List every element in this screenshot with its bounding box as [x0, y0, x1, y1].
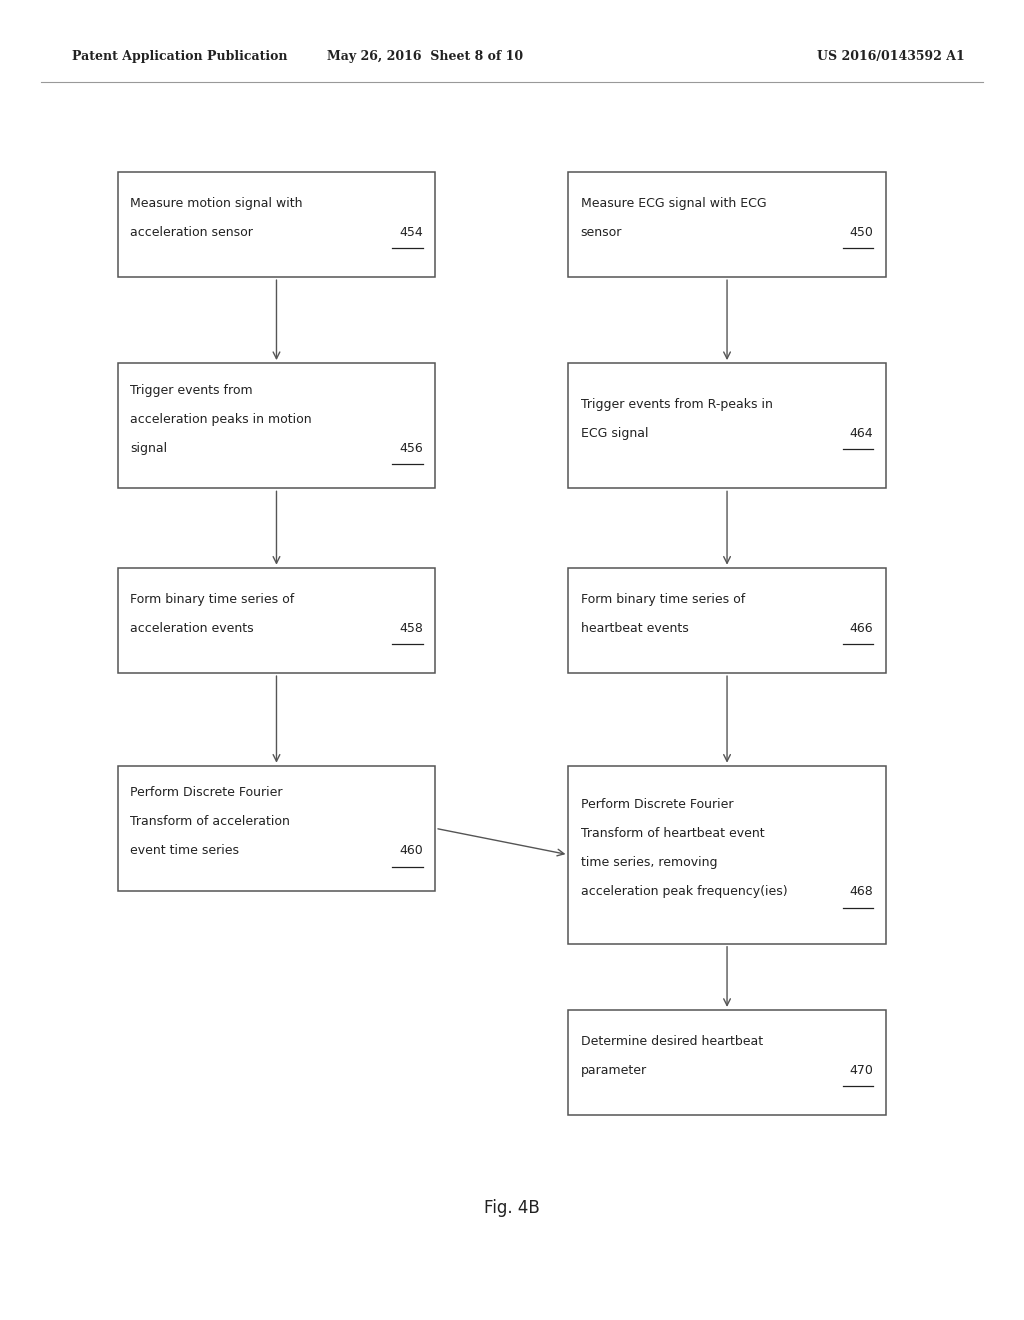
Bar — [118, 766, 435, 891]
Text: US 2016/0143592 A1: US 2016/0143592 A1 — [817, 50, 965, 63]
Text: 458: 458 — [399, 622, 423, 635]
Text: sensor: sensor — [581, 226, 622, 239]
Text: Perform Discrete Fourier: Perform Discrete Fourier — [581, 799, 733, 810]
Text: Measure ECG signal with ECG: Measure ECG signal with ECG — [581, 197, 766, 210]
Text: signal: signal — [130, 442, 167, 454]
Text: 464: 464 — [850, 428, 873, 440]
Bar — [568, 1010, 886, 1115]
Text: 460: 460 — [399, 845, 423, 857]
Text: Trigger events from: Trigger events from — [130, 384, 253, 396]
Text: Fig. 4B: Fig. 4B — [484, 1199, 540, 1217]
Text: heartbeat events: heartbeat events — [581, 622, 688, 635]
Text: acceleration peak frequency(ies): acceleration peak frequency(ies) — [581, 886, 787, 898]
Text: Patent Application Publication: Patent Application Publication — [72, 50, 287, 63]
Text: acceleration peaks in motion: acceleration peaks in motion — [130, 413, 311, 425]
Text: Transform of heartbeat event: Transform of heartbeat event — [581, 828, 764, 840]
Bar — [568, 766, 886, 944]
Text: parameter: parameter — [581, 1064, 647, 1077]
Text: May 26, 2016  Sheet 8 of 10: May 26, 2016 Sheet 8 of 10 — [327, 50, 523, 63]
Text: Measure motion signal with: Measure motion signal with — [130, 197, 302, 210]
Text: acceleration events: acceleration events — [130, 622, 254, 635]
Bar — [118, 568, 435, 673]
Text: 454: 454 — [399, 226, 423, 239]
Text: Form binary time series of: Form binary time series of — [581, 593, 744, 606]
Text: Determine desired heartbeat: Determine desired heartbeat — [581, 1035, 763, 1048]
Bar — [568, 568, 886, 673]
Text: acceleration sensor: acceleration sensor — [130, 226, 253, 239]
Bar — [568, 363, 886, 488]
Text: 468: 468 — [850, 886, 873, 898]
Text: Form binary time series of: Form binary time series of — [130, 593, 294, 606]
Bar — [118, 172, 435, 277]
Text: 450: 450 — [850, 226, 873, 239]
Text: Perform Discrete Fourier: Perform Discrete Fourier — [130, 787, 283, 799]
Bar — [118, 363, 435, 488]
Text: ECG signal: ECG signal — [581, 428, 648, 440]
Text: 456: 456 — [399, 442, 423, 454]
Text: Transform of acceleration: Transform of acceleration — [130, 816, 290, 828]
Text: time series, removing: time series, removing — [581, 857, 717, 869]
Text: 470: 470 — [850, 1064, 873, 1077]
Text: Trigger events from R-peaks in: Trigger events from R-peaks in — [581, 399, 772, 411]
Text: event time series: event time series — [130, 845, 239, 857]
Bar — [568, 172, 886, 277]
Text: 466: 466 — [850, 622, 873, 635]
